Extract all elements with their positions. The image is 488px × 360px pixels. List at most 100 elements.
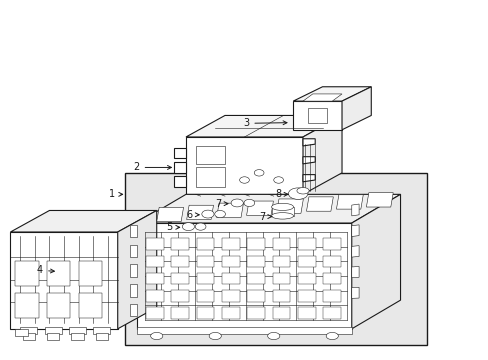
Bar	[222, 256, 239, 267]
Ellipse shape	[231, 199, 243, 207]
Bar	[222, 238, 239, 250]
Polygon shape	[118, 211, 157, 329]
Bar	[272, 273, 290, 284]
Bar	[323, 307, 340, 319]
Text: 2: 2	[133, 162, 171, 172]
Polygon shape	[366, 193, 392, 207]
Bar	[171, 290, 188, 302]
Bar	[15, 261, 39, 286]
Polygon shape	[185, 116, 341, 137]
Bar	[171, 238, 188, 250]
Text: 6: 6	[186, 210, 199, 220]
Bar	[146, 238, 163, 250]
Text: 7: 7	[259, 212, 271, 221]
Polygon shape	[130, 284, 137, 297]
Bar	[47, 293, 70, 318]
Bar	[47, 261, 70, 286]
Bar	[247, 290, 264, 302]
Ellipse shape	[244, 199, 254, 207]
Bar	[196, 273, 214, 284]
Polygon shape	[20, 327, 37, 334]
Bar	[125, 173, 427, 345]
Polygon shape	[216, 203, 243, 217]
Bar	[323, 290, 340, 302]
Bar	[196, 307, 214, 319]
Polygon shape	[93, 327, 110, 334]
Bar	[196, 290, 214, 302]
Bar	[323, 238, 340, 250]
Bar	[298, 256, 315, 267]
Polygon shape	[276, 199, 303, 213]
Ellipse shape	[273, 177, 283, 183]
Polygon shape	[69, 327, 86, 334]
Polygon shape	[96, 333, 108, 339]
Bar	[79, 261, 102, 286]
Polygon shape	[303, 175, 315, 182]
Polygon shape	[130, 264, 137, 277]
Bar	[298, 238, 315, 250]
Polygon shape	[130, 304, 137, 316]
Polygon shape	[173, 148, 185, 158]
Ellipse shape	[209, 332, 221, 339]
Polygon shape	[271, 207, 293, 216]
Ellipse shape	[288, 188, 307, 199]
Bar	[146, 307, 163, 319]
Polygon shape	[351, 287, 358, 298]
Polygon shape	[173, 162, 185, 173]
Polygon shape	[137, 327, 351, 334]
Bar	[222, 290, 239, 302]
Ellipse shape	[202, 210, 214, 218]
Ellipse shape	[296, 188, 308, 194]
Bar	[196, 256, 214, 267]
Bar	[146, 273, 163, 284]
Bar	[247, 307, 264, 319]
Polygon shape	[351, 266, 358, 278]
Bar	[247, 256, 264, 267]
Polygon shape	[246, 201, 273, 215]
Ellipse shape	[325, 332, 338, 339]
Polygon shape	[351, 225, 358, 237]
Bar	[272, 307, 290, 319]
Polygon shape	[307, 108, 327, 123]
Ellipse shape	[214, 211, 225, 218]
Polygon shape	[351, 204, 358, 216]
Polygon shape	[351, 246, 358, 257]
Polygon shape	[303, 94, 341, 101]
Polygon shape	[71, 333, 83, 339]
Bar	[171, 307, 188, 319]
Bar	[222, 273, 239, 284]
Polygon shape	[10, 211, 157, 232]
Bar	[298, 273, 315, 284]
Bar	[272, 290, 290, 302]
Polygon shape	[186, 205, 213, 220]
Polygon shape	[44, 327, 61, 334]
Polygon shape	[173, 176, 185, 187]
Ellipse shape	[271, 203, 293, 211]
Bar	[79, 293, 102, 318]
Polygon shape	[47, 333, 59, 339]
Bar	[171, 256, 188, 267]
Text: 1: 1	[109, 189, 122, 199]
Polygon shape	[303, 116, 341, 194]
Ellipse shape	[182, 223, 194, 230]
Polygon shape	[137, 194, 400, 223]
Bar	[146, 290, 163, 302]
Bar	[247, 273, 264, 284]
Ellipse shape	[150, 332, 163, 339]
Bar	[196, 238, 214, 250]
Bar	[222, 307, 239, 319]
Bar	[146, 256, 163, 267]
Bar	[272, 256, 290, 267]
Polygon shape	[195, 146, 224, 164]
Bar	[15, 293, 39, 318]
Polygon shape	[303, 139, 315, 146]
Ellipse shape	[254, 170, 264, 176]
Polygon shape	[137, 223, 351, 329]
Ellipse shape	[271, 213, 293, 219]
Polygon shape	[22, 333, 35, 339]
Text: 5: 5	[166, 222, 179, 232]
Ellipse shape	[195, 223, 205, 230]
Polygon shape	[341, 87, 370, 130]
Bar	[323, 273, 340, 284]
Bar	[323, 256, 340, 267]
